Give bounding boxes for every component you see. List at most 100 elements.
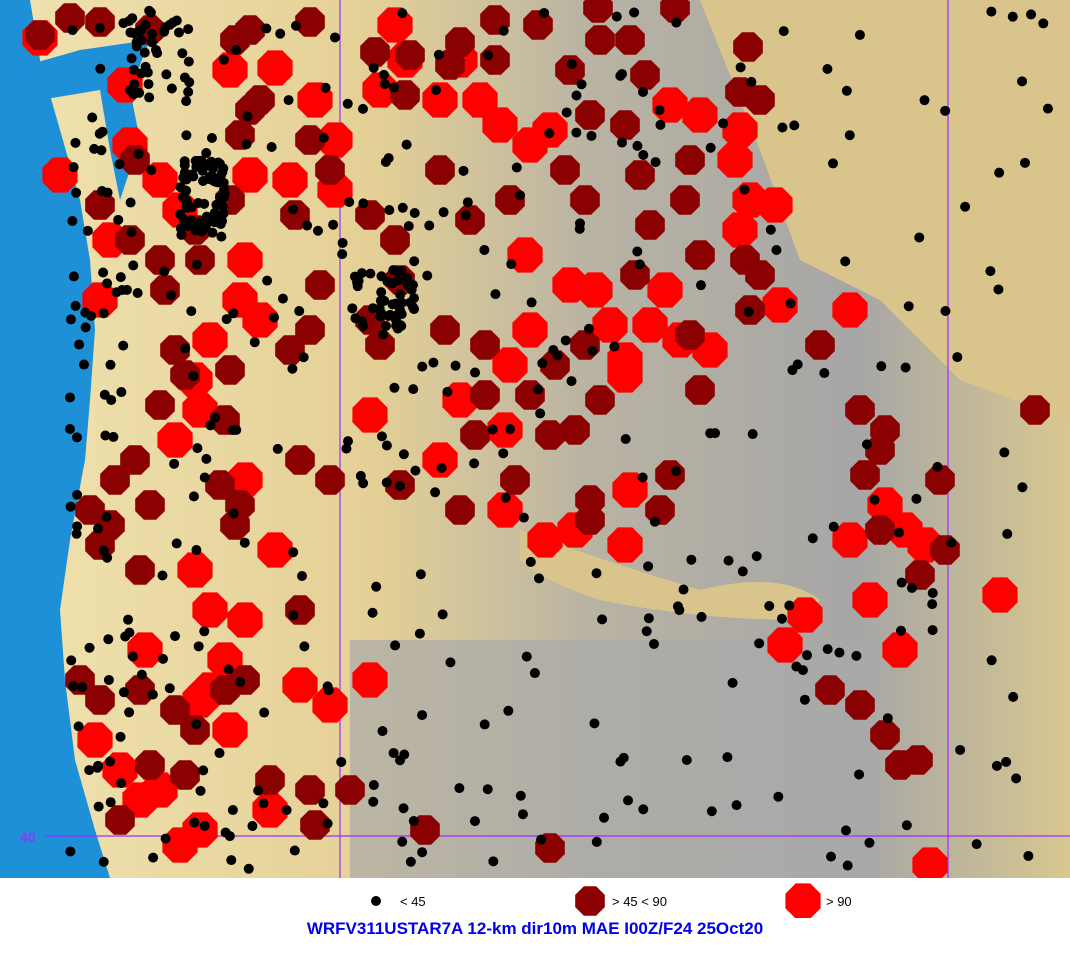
station-marker-high	[632, 307, 668, 343]
station-marker-low	[521, 651, 532, 662]
station-marker-low	[1026, 9, 1037, 20]
station-marker-low	[116, 778, 127, 789]
station-marker-low	[124, 707, 135, 718]
station-marker-low	[103, 634, 114, 645]
station-marker-low	[118, 18, 129, 29]
station-marker-low	[322, 681, 333, 692]
legend-label-1: > 45 < 90	[612, 894, 667, 909]
station-marker-low	[183, 24, 194, 35]
station-marker-low	[638, 86, 649, 97]
station-marker-low	[533, 384, 544, 395]
station-marker-low	[515, 190, 526, 201]
station-marker-medium	[205, 470, 235, 500]
station-marker-low	[115, 731, 126, 742]
station-marker-low	[397, 836, 408, 847]
station-marker-low	[597, 614, 608, 625]
station-marker-low	[1011, 773, 1022, 784]
station-marker-low	[201, 211, 212, 222]
station-marker-low	[98, 308, 109, 319]
station-marker-low	[705, 142, 716, 153]
station-marker-low	[722, 752, 733, 763]
station-marker-low	[986, 655, 997, 666]
station-marker-medium	[865, 515, 895, 545]
station-marker-low	[132, 288, 143, 299]
station-marker-low	[93, 523, 104, 534]
station-marker-medium	[745, 260, 775, 290]
station-marker-medium	[235, 15, 265, 45]
station-marker-medium	[455, 205, 485, 235]
station-marker-medium	[235, 95, 265, 125]
station-marker-high	[157, 422, 193, 458]
station-marker-low	[994, 167, 1005, 178]
station-marker-low	[498, 25, 509, 36]
station-marker-low	[159, 26, 170, 37]
station-marker-medium	[685, 240, 715, 270]
station-marker-low	[587, 345, 598, 356]
station-marker-low	[893, 527, 904, 538]
station-marker-low	[1042, 103, 1053, 114]
station-marker-high	[882, 632, 918, 668]
station-marker-low	[409, 256, 420, 267]
station-marker-low	[108, 431, 119, 442]
station-marker-low	[445, 657, 456, 668]
station-marker-low	[576, 79, 587, 90]
station-marker-high	[832, 522, 868, 558]
station-marker-low	[224, 831, 235, 842]
station-marker-low	[438, 207, 449, 218]
snake-river-plain	[520, 530, 820, 620]
station-marker-low	[377, 726, 388, 737]
station-marker-low	[71, 432, 82, 443]
station-marker-low	[431, 85, 442, 96]
station-marker-low	[560, 335, 571, 346]
station-marker-medium	[220, 510, 250, 540]
station-marker-low	[410, 465, 421, 476]
station-marker-low	[993, 284, 1004, 295]
station-marker-low	[648, 639, 659, 650]
station-marker-low	[288, 547, 299, 558]
station-marker-low	[181, 196, 192, 207]
station-marker-low	[807, 533, 818, 544]
station-marker-low	[505, 424, 516, 435]
station-marker-high	[512, 312, 548, 348]
station-marker-low	[378, 329, 389, 340]
station-marker-low	[861, 439, 872, 450]
station-marker-low	[80, 322, 91, 333]
station-marker-low	[128, 64, 139, 75]
station-marker-low	[1002, 528, 1013, 539]
station-marker-low	[262, 275, 273, 286]
station-marker-low	[371, 581, 382, 592]
station-marker-low	[384, 205, 395, 216]
station-marker-medium	[360, 37, 390, 67]
station-marker-low	[269, 312, 280, 323]
station-marker-low	[388, 747, 399, 758]
station-marker-medium	[180, 715, 210, 745]
station-marker-low	[895, 625, 906, 636]
station-marker-low	[171, 15, 182, 26]
station-marker-low	[84, 765, 95, 776]
station-marker-low	[328, 219, 339, 230]
station-marker-high	[832, 292, 868, 328]
station-marker-low	[146, 37, 157, 48]
station-marker-low	[206, 132, 217, 143]
station-marker-low	[342, 436, 353, 447]
station-marker-medium	[125, 675, 155, 705]
station-marker-low	[747, 429, 758, 440]
station-marker-low	[414, 628, 425, 639]
station-marker-low	[393, 275, 404, 286]
station-marker-medium	[135, 490, 165, 520]
station-marker-low	[171, 538, 182, 549]
station-marker-medium	[85, 7, 115, 37]
station-marker-low	[784, 600, 795, 611]
station-marker-low	[490, 289, 501, 300]
station-marker-low	[424, 220, 435, 231]
station-marker-medium	[903, 745, 933, 775]
station-marker-medium	[583, 0, 613, 23]
station-marker-low	[166, 83, 177, 94]
station-marker-low	[376, 431, 387, 442]
station-marker-low	[999, 447, 1010, 458]
station-marker-low	[98, 545, 109, 556]
station-marker-low	[98, 856, 109, 867]
station-marker-medium	[670, 185, 700, 215]
station-marker-medium	[55, 3, 85, 33]
station-marker-high	[227, 242, 263, 278]
